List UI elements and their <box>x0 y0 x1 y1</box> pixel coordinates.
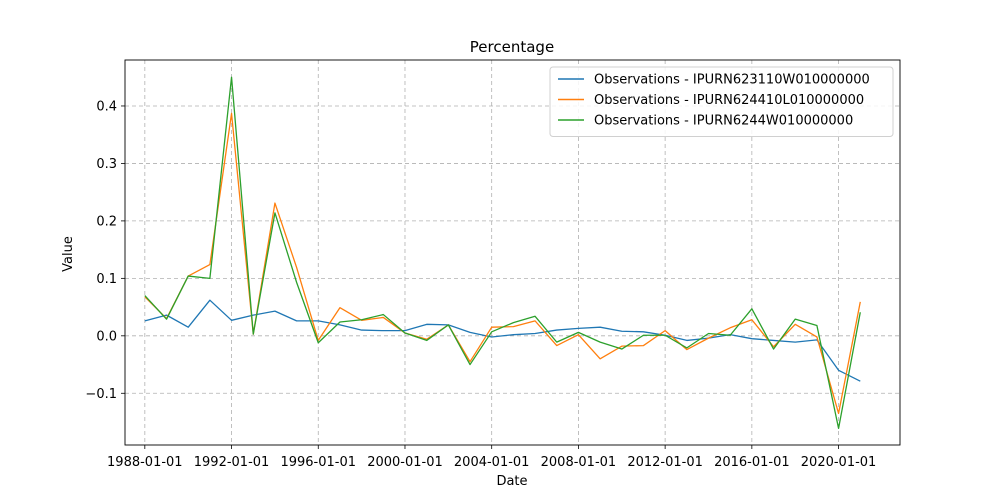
x-axis-label: Date <box>496 474 527 489</box>
y-tick-label: −0.1 <box>85 387 117 402</box>
x-tick-label: 2016-01-01 <box>714 455 790 470</box>
x-tick-label: 1992-01-01 <box>194 455 270 470</box>
x-tick-label: 2012-01-01 <box>627 455 703 470</box>
series-line-3 <box>144 76 861 429</box>
series-line-1 <box>144 299 861 382</box>
legend-box <box>549 66 894 137</box>
y-tick-label: 0.4 <box>96 99 117 114</box>
series-line-2 <box>144 112 861 415</box>
legend: Observations - IPURN623110W010000000 Obse… <box>549 66 894 137</box>
y-axis-label: Value <box>61 236 76 272</box>
x-tick-label: 2000-01-01 <box>367 455 443 470</box>
x-tick-label: 2004-01-01 <box>454 455 530 470</box>
chart-title: Percentage <box>470 38 554 56</box>
legend-label: Observations - IPURN624410L010000000 <box>594 93 864 108</box>
x-tick-label: 1996-01-01 <box>280 455 356 470</box>
axes: 1988-01-01 1992-01-01 1996-01-01 2000-01-01… <box>85 99 876 470</box>
legend-label: Observations - IPURN6244W010000000 <box>594 114 853 129</box>
y-tick-label: 0.1 <box>96 272 117 287</box>
legend-label: Observations - IPURN623110W010000000 <box>594 73 870 88</box>
y-tick-label: 0.2 <box>96 214 117 229</box>
y-tick-label: 0.3 <box>96 157 117 172</box>
x-tick-label: 2008-01-01 <box>541 455 617 470</box>
series-lines <box>144 76 861 429</box>
x-tick-label: 2020-01-01 <box>801 455 877 470</box>
y-tick-label: 0.0 <box>96 329 117 344</box>
x-tick-label: 1988-01-01 <box>107 455 183 470</box>
plot-frame <box>124 59 901 446</box>
